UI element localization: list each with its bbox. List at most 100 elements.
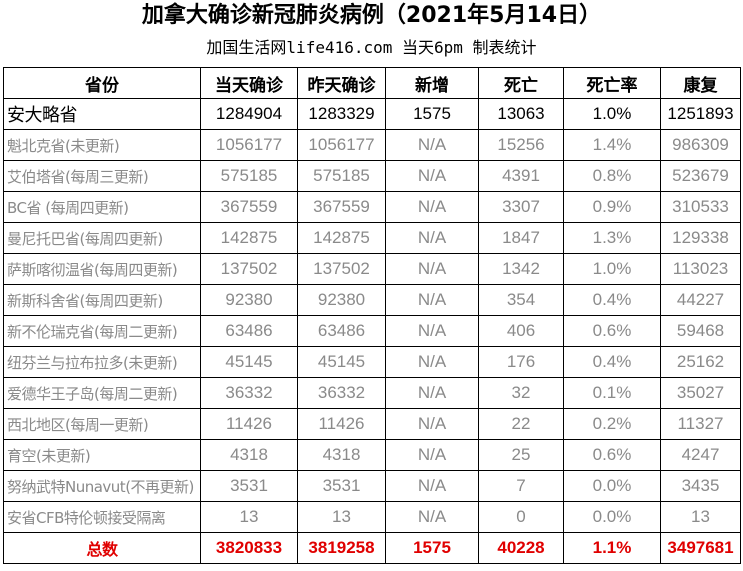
- cell: 0.4%: [563, 346, 661, 378]
- cell: 575185: [297, 160, 386, 192]
- cell: 36332: [297, 377, 386, 409]
- column-header: 死亡: [478, 67, 564, 99]
- cell: 0.8%: [563, 160, 661, 192]
- cell: 3820833: [200, 532, 298, 564]
- cell: 1342: [478, 253, 564, 285]
- cell: 3435: [660, 470, 741, 502]
- row-label: 西北地区(每周一更新): [3, 408, 201, 440]
- cell: 0.6%: [563, 315, 661, 347]
- cell: 0.2%: [563, 408, 661, 440]
- cell: 1575: [385, 98, 479, 130]
- header-row: 省份 当天确诊 昨天确诊 新增 死亡 死亡率 康复: [3, 67, 741, 99]
- cell: 4247: [660, 439, 741, 471]
- table-row: 新斯科舍省(每周四更新) 92380 92380 N/A 354 0.4% 44227: [3, 284, 741, 316]
- cell: N/A: [385, 253, 479, 285]
- column-header: 康复: [660, 67, 741, 99]
- cell: 575185: [200, 160, 298, 192]
- cell: 1575: [385, 532, 479, 564]
- table-row: 纽芬兰与拉布拉多(未更新) 45145 45145 N/A 176 0.4% 25162: [3, 346, 741, 378]
- cell: 0.9%: [563, 191, 661, 223]
- cell: N/A: [385, 470, 479, 502]
- column-header: 昨天确诊: [297, 67, 386, 99]
- row-label: 新不伦瑞克省(每周二更新): [3, 315, 201, 347]
- cell: 11426: [297, 408, 386, 440]
- table-row: 萨斯喀彻温省(每周四更新) 137502 137502 N/A 1342 1.0% 1130…: [3, 253, 741, 285]
- table-row: 安大略省 1284904 1283329 1575 13063 1.0% 1251893: [3, 98, 741, 130]
- row-label: 总数: [3, 532, 201, 564]
- cell: 0.0%: [563, 501, 661, 533]
- cell: 3307: [478, 191, 564, 223]
- cell: N/A: [385, 315, 479, 347]
- cell: 13063: [478, 98, 564, 130]
- cell: 310533: [660, 191, 741, 223]
- cell: N/A: [385, 377, 479, 409]
- cell: 63486: [297, 315, 386, 347]
- cell: 986309: [660, 129, 741, 161]
- cell: 142875: [200, 222, 298, 254]
- row-label: 纽芬兰与拉布拉多(未更新): [3, 346, 201, 378]
- cell: 35027: [660, 377, 741, 409]
- cell: 0.4%: [563, 284, 661, 316]
- cell: 354: [478, 284, 564, 316]
- cell: 406: [478, 315, 564, 347]
- cell: 129338: [660, 222, 741, 254]
- row-label: 努纳武特Nunavut(不再更新): [3, 470, 201, 502]
- cell: 113023: [660, 253, 741, 285]
- cell: 45145: [297, 346, 386, 378]
- cell: 0.0%: [563, 470, 661, 502]
- row-label: 爱德华王子岛(每周二更新): [3, 377, 201, 409]
- row-label: 魁北克省(未更新): [3, 129, 201, 161]
- row-label: 新斯科舍省(每周四更新): [3, 284, 201, 316]
- row-label: 艾伯塔省(每周三更新): [3, 160, 201, 192]
- table-row: 艾伯塔省(每周三更新) 575185 575185 N/A 4391 0.8% 523679: [3, 160, 741, 192]
- cell: 36332: [200, 377, 298, 409]
- table-row: 魁北克省(未更新) 1056177 1056177 N/A 15256 1.4% 98630…: [3, 129, 741, 161]
- cell: 0: [478, 501, 564, 533]
- cell: N/A: [385, 501, 479, 533]
- cell: N/A: [385, 160, 479, 192]
- cell: 367559: [200, 191, 298, 223]
- column-header: 新增: [385, 67, 479, 99]
- case-table: 省份 当天确诊 昨天确诊 新增 死亡 死亡率 康复 安大略省 1284904 1283329 15…: [3, 67, 741, 564]
- row-label: 萨斯喀彻温省(每周四更新): [3, 253, 201, 285]
- subtitle: 加国生活网life416.com 当天6pm 制表统计: [206, 38, 537, 57]
- table-row: BC省 (每周四更新) 367559 367559 N/A 3307 0.9% 310533: [3, 191, 741, 223]
- column-header: 省份: [3, 67, 201, 99]
- cell: 0.1%: [563, 377, 661, 409]
- cell: 1283329: [297, 98, 386, 130]
- cell: N/A: [385, 284, 479, 316]
- cell: 59468: [660, 315, 741, 347]
- cell: 1.0%: [563, 98, 661, 130]
- cell: N/A: [385, 408, 479, 440]
- table-row: 爱德华王子岛(每周二更新) 36332 36332 N/A 32 0.1% 35027: [3, 377, 741, 409]
- cell: N/A: [385, 222, 479, 254]
- cell: 1.1%: [563, 532, 661, 564]
- title: 加拿大确诊新冠肺炎病例（2021年5月14日）: [141, 3, 602, 28]
- cell: 92380: [297, 284, 386, 316]
- table-row: 总数 3820833 3819258 1575 40228 1.1% 3497681: [3, 532, 741, 564]
- column-header: 死亡率: [563, 67, 661, 99]
- cell: 13: [200, 501, 298, 533]
- cell: 142875: [297, 222, 386, 254]
- column-header: 当天确诊: [200, 67, 298, 99]
- row-label: BC省 (每周四更新): [3, 191, 201, 223]
- cell: 4318: [200, 439, 298, 471]
- cell: 1847: [478, 222, 564, 254]
- cell: 11426: [200, 408, 298, 440]
- cell: 367559: [297, 191, 386, 223]
- row-label: 安省CFB特伦顿接受隔离: [3, 501, 201, 533]
- cell: 4391: [478, 160, 564, 192]
- cell: 22: [478, 408, 564, 440]
- cell: 92380: [200, 284, 298, 316]
- cell: 40228: [478, 532, 564, 564]
- table-row: 安省CFB特伦顿接受隔离 13 13 N/A 0 0.0% 13: [3, 501, 741, 533]
- cell: 3819258: [297, 532, 386, 564]
- cell: 523679: [660, 160, 741, 192]
- cell: N/A: [385, 346, 479, 378]
- cell: 3531: [200, 470, 298, 502]
- cell: 25162: [660, 346, 741, 378]
- row-label: 育空(未更新): [3, 439, 201, 471]
- table-row: 新不伦瑞克省(每周二更新) 63486 63486 N/A 406 0.6% 59468: [3, 315, 741, 347]
- cell: 1251893: [660, 98, 741, 130]
- cell: 137502: [200, 253, 298, 285]
